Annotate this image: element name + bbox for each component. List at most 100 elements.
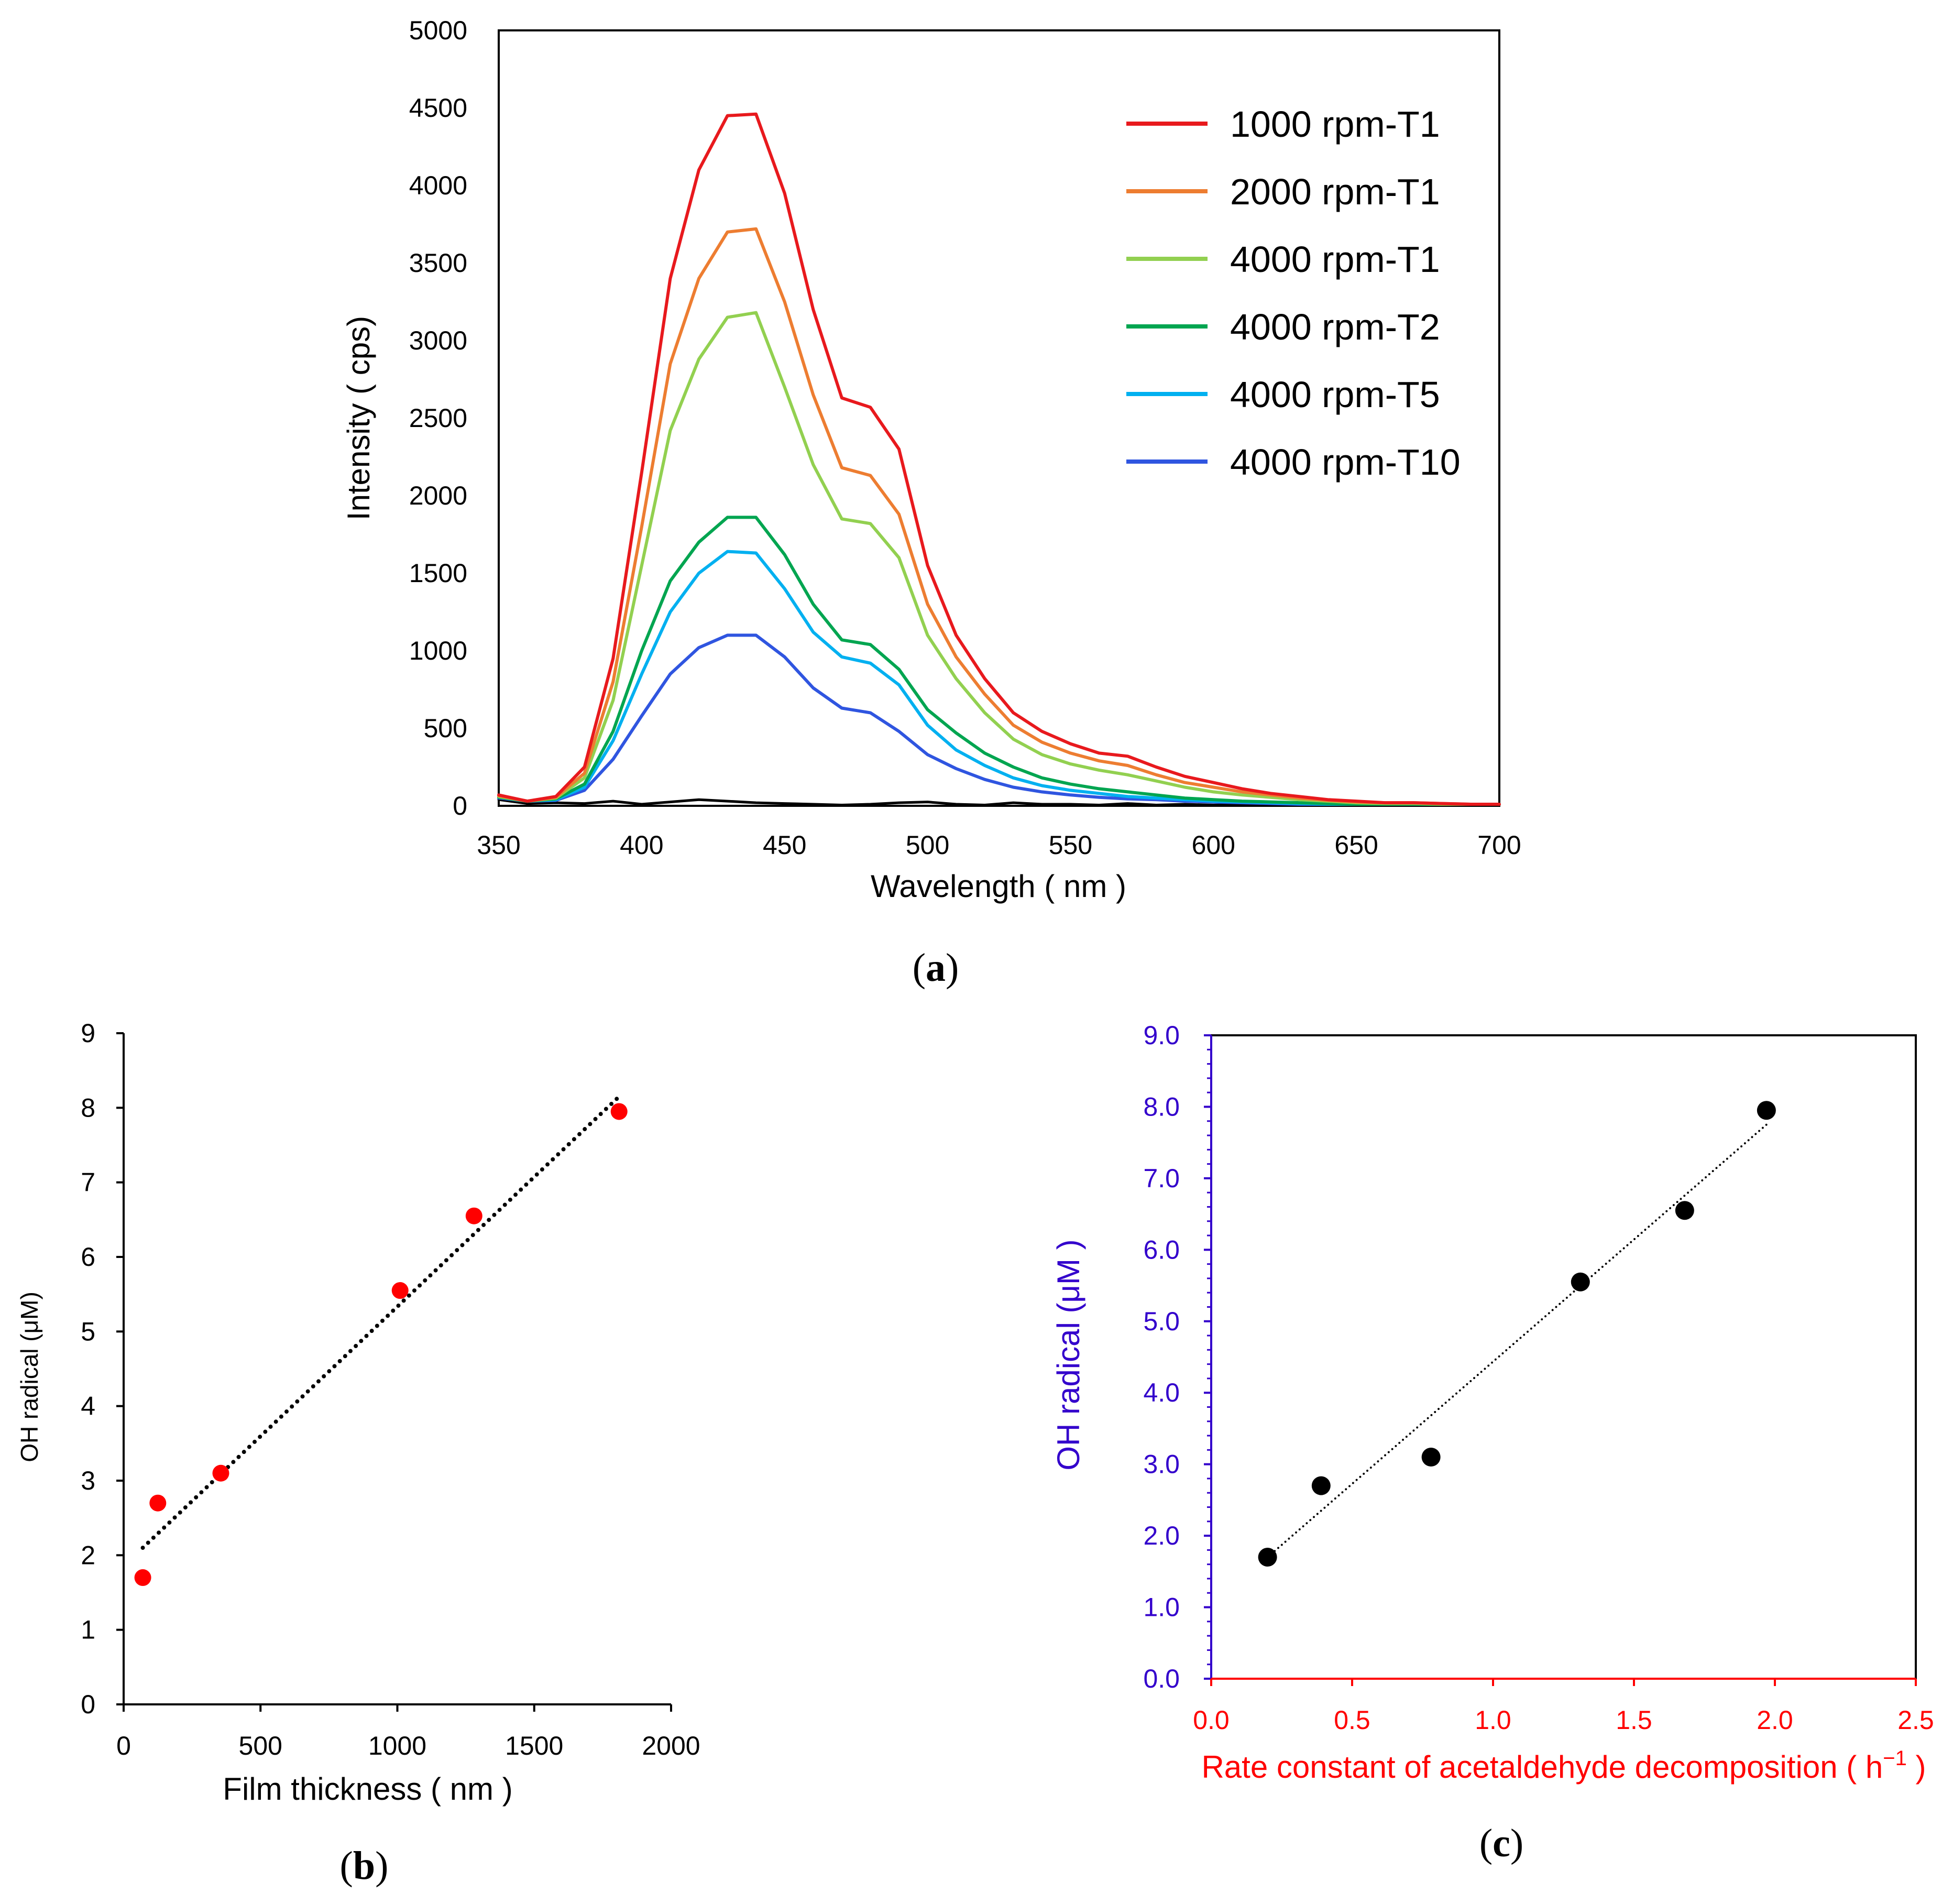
panel-b-y-tick-label: 6: [81, 1242, 95, 1272]
panel-a-y-tick-label: 2000: [409, 481, 467, 510]
panel-c-data-point: [1421, 1448, 1441, 1467]
panel-c-y-axis-title: OH radical (μM ): [1051, 1239, 1086, 1470]
panel-b-x-tick-label: 500: [239, 1731, 282, 1760]
panel-b-y-axis-title: OH radical (μM): [16, 1292, 43, 1462]
panel-b-data-point: [149, 1494, 167, 1512]
panel-a-legend-label: 4000 rpm-T2: [1230, 307, 1440, 347]
panel-b-chart: 0 1 2 3 4 5 6 7 8 9 0 500 1000 1500 2000 Film thickne…: [16, 1019, 700, 1888]
panel-a-legend-label: 1000 rpm-T1: [1230, 104, 1440, 145]
panel-b-y-tick-label: 1: [81, 1615, 95, 1645]
panel-c-x-tick-label: 0.5: [1334, 1705, 1370, 1735]
panel-a-legend-label: 4000 rpm-T5: [1230, 374, 1440, 415]
panel-c-plot-frame: [1210, 1034, 1917, 1680]
panel-b-y-tick-label: 4: [81, 1392, 95, 1421]
panel-b-x-axis-title: Film thickness ( nm ): [223, 1771, 512, 1807]
panel-c-data-point: [1311, 1476, 1331, 1495]
panel-a-x-tick-label: 350: [477, 830, 520, 860]
panel-c-y-tick-label: 7.0: [1143, 1164, 1180, 1193]
panel-c-x-tick-label: 1.0: [1475, 1705, 1511, 1735]
panel-a-chart: 0500100015002000250030003500400045005000…: [341, 16, 1521, 990]
panel-a-plot-frame: [498, 29, 1500, 807]
panel-a-y-tick-label: 4000: [409, 171, 467, 200]
panel-b-y-tick-label: 7: [81, 1168, 95, 1197]
panel-b-data-point: [391, 1282, 409, 1299]
panel-c-data-points: [1258, 1101, 1776, 1567]
panel-b-label: (b): [340, 1844, 389, 1888]
panel-b-data-points: [134, 1103, 628, 1586]
panel-c-trendline-group: [1266, 1123, 1768, 1559]
panel-a-x-tick-label: 450: [763, 830, 806, 860]
panel-a-x-tick-label: 650: [1334, 830, 1378, 860]
panel-b-y-tick-label: 0: [81, 1690, 95, 1719]
panel-c-data-point: [1675, 1201, 1694, 1220]
panel-b-trendline-group: [140, 1094, 621, 1550]
panel-b-x-axis: 0 500 1000 1500 2000: [116, 1704, 700, 1760]
panel-c-y-tick-label: 9.0: [1143, 1021, 1180, 1050]
panel-b-y-axis: 0 1 2 3 4 5 6 7 8 9: [81, 1019, 124, 1719]
panel-c-y-tick-label: 3.0: [1143, 1450, 1180, 1479]
panel-a-x-axis-title: Wavelength ( nm ): [871, 869, 1126, 904]
panel-c-y-tick-label: 0.0: [1143, 1664, 1180, 1693]
panel-a-y-tick-label: 1000: [409, 636, 467, 665]
panel-c-y-tick-label: 5.0: [1143, 1307, 1180, 1336]
panel-a-label: (a): [913, 946, 959, 990]
panel-c-x-tick-label: 2.0: [1757, 1705, 1793, 1735]
panel-c-y-tick-label: 8.0: [1143, 1092, 1180, 1121]
panel-a-y-tick-label: 2500: [409, 403, 467, 433]
panel-c-label: (c): [1479, 1821, 1523, 1865]
panel-c-data-point: [1258, 1548, 1277, 1567]
panel-a-series-line-4000-rpm-t5: [497, 550, 1501, 806]
panel-a-legend-label: 4000 rpm-T1: [1230, 239, 1440, 280]
panel-b-y-tick-label: 2: [81, 1540, 95, 1570]
panel-b-data-point: [610, 1103, 628, 1120]
panel-c-x-tick-label: 2.5: [1897, 1705, 1934, 1735]
panel-c-x-tick-label: 1.5: [1616, 1705, 1652, 1735]
panel-a-series-line-4000-rpm-t2: [497, 516, 1501, 806]
panel-b-y-tick-label: 5: [81, 1317, 95, 1346]
panel-c-x-axis: 0.0 0.5 1.0 1.5 2.0 2.5: [1193, 1679, 1934, 1735]
panel-b-data-point: [212, 1464, 229, 1482]
panel-b-y-tick-label: 8: [81, 1093, 95, 1122]
panel-a-y-tick-label: 500: [424, 714, 467, 743]
panel-b-x-tick-label: 0: [116, 1731, 131, 1760]
panel-a-series-line-1000-rpm-t1: [497, 112, 1501, 806]
panel-a-y-tick-label: 1500: [409, 559, 467, 588]
panel-a-x-axis: 350 400 450 500 550 600 650 700: [477, 830, 1521, 860]
panel-a-series-lines: [497, 112, 1501, 806]
panel-a-legend: 1000 rpm-T1 2000 rpm-T1 4000 rpm-T1 4000 rp…: [1126, 104, 1461, 483]
panel-a-x-tick-label: 700: [1477, 830, 1521, 860]
panel-a-y-tick-label: 4500: [409, 93, 467, 123]
panel-b-trendline: [140, 1094, 621, 1550]
panel-a-y-axis: 0 500 1000 1500 2000 2500 3000 3500 4000 4500 5000: [409, 16, 467, 820]
panel-c-x-tick-label: 0.0: [1193, 1705, 1230, 1735]
panel-a-x-tick-label: 500: [906, 830, 949, 860]
panel-c-y-tick-label: 2.0: [1143, 1521, 1180, 1550]
panel-c-y-axis: 0.0 1.0 2.0 3.0 4.0 5.0 6.0 7.0 8.0 9.0: [1143, 1021, 1211, 1693]
panel-a-legend-label: 4000 rpm-T10: [1230, 442, 1461, 483]
panel-a-y-tick-label: 3000: [409, 326, 467, 355]
panel-a-x-tick-label: 400: [620, 830, 663, 860]
panel-b-data-point: [465, 1207, 482, 1224]
panel-c-y-tick-label: 1.0: [1143, 1593, 1180, 1622]
panel-c-data-point: [1571, 1272, 1590, 1292]
panel-c-data-point: [1757, 1101, 1776, 1120]
panel-a-y-tick-label: 5000: [409, 16, 467, 45]
panel-a-x-tick-label: 600: [1192, 830, 1235, 860]
panel-b-x-tick-label: 2000: [642, 1731, 700, 1760]
panel-b-x-tick-label: 1500: [505, 1731, 563, 1760]
panel-b-y-tick-label: 3: [81, 1466, 95, 1495]
panel-b-x-tick-label: 1000: [368, 1731, 426, 1760]
panel-a-y-tick-label: 0: [453, 791, 467, 820]
panel-c-trendline: [1266, 1123, 1768, 1559]
panel-c-y-tick-label: 4.0: [1143, 1378, 1180, 1407]
panel-c-y-tick-label: 6.0: [1143, 1235, 1180, 1264]
panel-a-y-axis-title: Intensity ( cps): [341, 316, 376, 520]
panel-c-x-axis-title: Rate constant of acetaldehyde decomposit…: [1201, 1747, 1926, 1785]
panel-c-chart: 0.0 1.0 2.0 3.0 4.0 5.0 6.0 7.0 8.0 9.0 0.0 0.5 1.0…: [1051, 1021, 1934, 1865]
panel-a-x-tick-label: 550: [1049, 830, 1092, 860]
panel-a-legend-label: 2000 rpm-T1: [1230, 171, 1440, 212]
panel-b-y-tick-label: 9: [81, 1019, 95, 1048]
panel-a-y-tick-label: 3500: [409, 248, 467, 278]
